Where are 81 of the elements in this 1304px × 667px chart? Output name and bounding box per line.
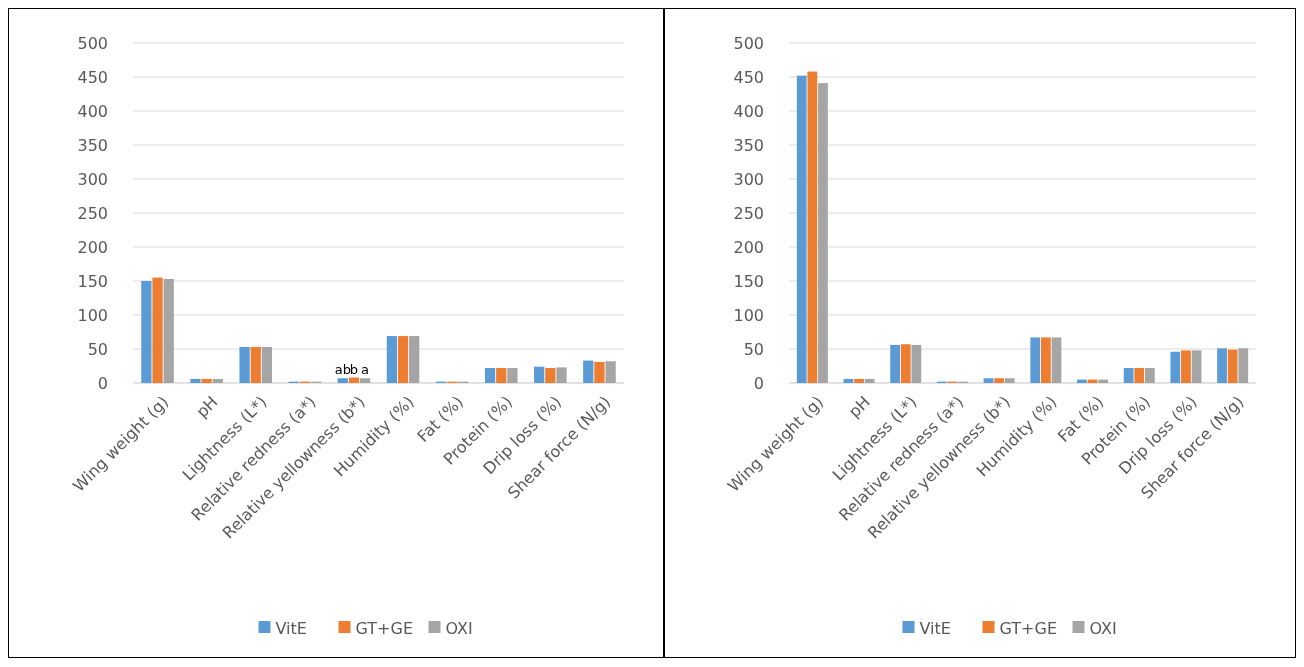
bar (983, 378, 994, 383)
y-tick-label: 300 (77, 169, 108, 189)
bar (556, 367, 567, 383)
bar (507, 368, 518, 383)
bar (545, 368, 556, 383)
x-tick-label: pH (192, 392, 222, 422)
bar (250, 346, 261, 383)
bar (534, 366, 545, 383)
y-tick-label: 450 (733, 67, 764, 87)
bar (141, 281, 152, 383)
bar (337, 378, 348, 383)
bar (594, 361, 605, 383)
data-label: a (361, 362, 370, 378)
legend-label: VitE (919, 618, 951, 638)
y-tick-label: 150 (77, 271, 108, 291)
bar (1238, 348, 1249, 383)
y-tick-label: 100 (733, 305, 764, 325)
bar (1098, 379, 1109, 383)
bar (1004, 378, 1015, 383)
bar (261, 346, 273, 383)
bar (994, 378, 1005, 383)
y-tick-label: 100 (77, 305, 108, 325)
legend-label: GT+GE (355, 618, 414, 638)
x-tick-label: pH (844, 392, 874, 422)
bar (1040, 337, 1051, 383)
legend-label: OXI (445, 618, 473, 638)
bar (1227, 349, 1238, 383)
bar (1217, 348, 1227, 383)
bar (239, 346, 250, 383)
bar (1134, 368, 1145, 383)
y-tick-label: 400 (733, 101, 764, 121)
bar (397, 336, 409, 383)
bar (1123, 368, 1134, 383)
y-tick-label: 450 (77, 67, 108, 87)
y-tick-label: 250 (733, 203, 764, 223)
bar (818, 83, 828, 383)
y-tick-label: 300 (733, 169, 764, 189)
bar (583, 360, 594, 383)
bar (409, 336, 420, 383)
bar (796, 75, 807, 383)
bar (900, 344, 911, 383)
bar (911, 344, 922, 383)
y-tick-label: 500 (733, 33, 764, 53)
legend-label: OXI (1089, 618, 1117, 638)
bar (864, 378, 875, 383)
y-tick-label: 150 (733, 271, 764, 291)
y-tick-label: 200 (733, 237, 764, 257)
bar (843, 378, 854, 383)
data-label: ab (334, 362, 351, 378)
bar (1191, 350, 1202, 383)
y-tick-label: 50 (87, 339, 108, 359)
bar (496, 368, 507, 383)
bar (1144, 368, 1155, 383)
bar (201, 378, 212, 383)
bar (212, 378, 223, 383)
bar (1077, 379, 1087, 383)
bar (605, 361, 616, 383)
y-tick-label: 500 (77, 33, 108, 53)
y-tick-label: 200 (77, 237, 108, 257)
bar (807, 71, 818, 383)
y-tick-label: 350 (77, 135, 108, 155)
bar (854, 378, 864, 383)
bar (163, 278, 174, 383)
y-tick-label: 400 (77, 101, 108, 121)
y-tick-label: 50 (743, 339, 764, 359)
legend-label: GT+GE (999, 618, 1058, 638)
bar (890, 344, 901, 383)
bar (1170, 351, 1181, 383)
bar (1030, 337, 1041, 383)
bar (386, 336, 398, 383)
y-tick-label: 250 (77, 203, 108, 223)
y-tick-label: 0 (753, 373, 764, 393)
bar (190, 378, 201, 383)
bar (1051, 337, 1062, 383)
legend-label: VitE (275, 618, 307, 638)
bar (152, 277, 163, 383)
bar (1181, 350, 1191, 383)
bar (359, 378, 371, 383)
y-tick-label: 0 (97, 373, 108, 393)
y-tick-label: 350 (733, 135, 764, 155)
bar (484, 368, 496, 383)
